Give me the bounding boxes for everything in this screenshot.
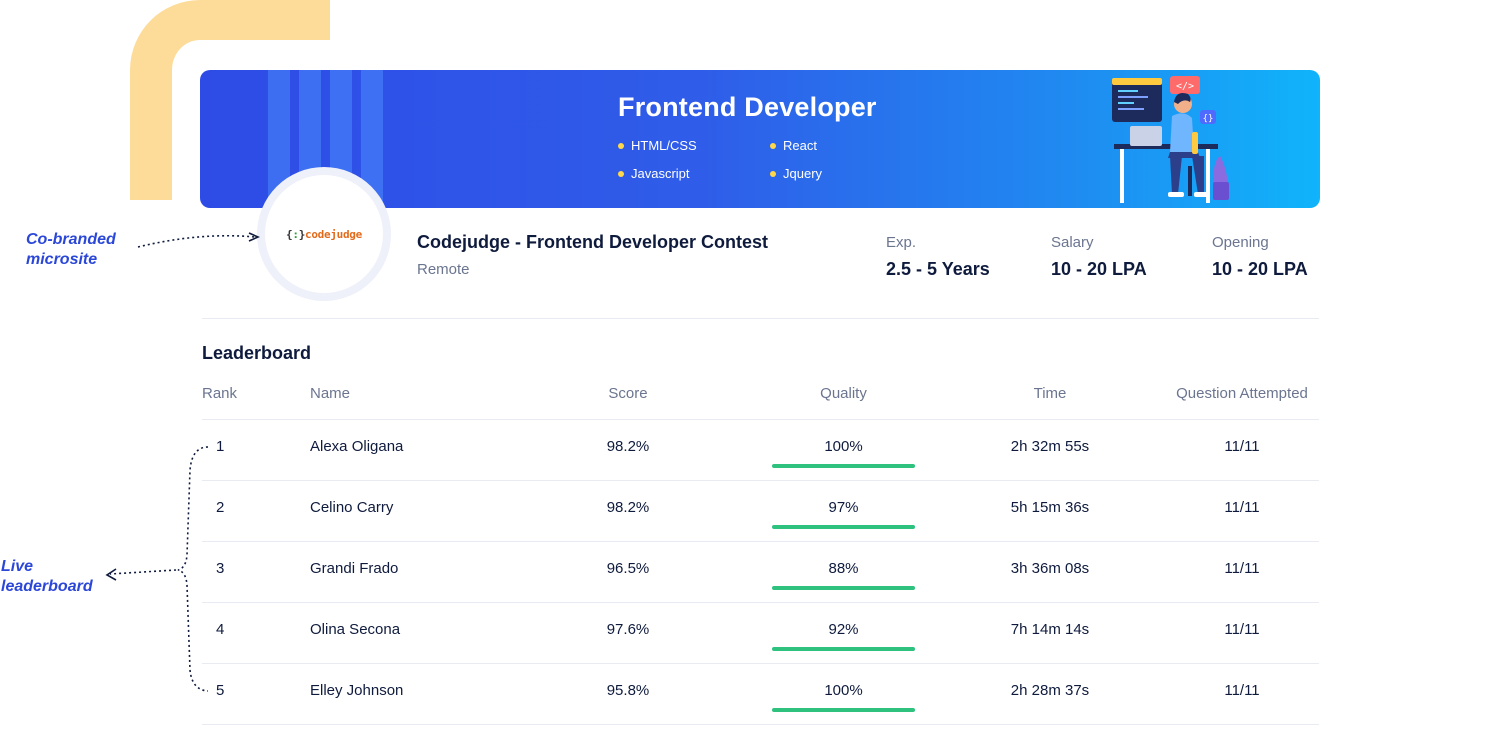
name-cell: Elley Johnson xyxy=(310,682,404,699)
cobranded-arrow xyxy=(137,234,256,248)
quality-cell: 92% xyxy=(828,621,859,638)
table-row[interactable]: 1 Alexa Oligana 98.2% 100% 2h 32m 55s 11… xyxy=(202,420,1319,481)
quality-bar xyxy=(772,586,915,590)
header-quality[interactable]: Quality xyxy=(820,385,867,402)
developer-illustration: </> {} xyxy=(1112,76,1229,203)
leaderboard-arrow xyxy=(109,569,177,575)
banner-title: Frontend Developer xyxy=(618,92,877,122)
cobranded-arrowhead xyxy=(248,232,260,242)
rank-cell: 5 xyxy=(216,682,225,699)
cobranded-annotation: Co-branded microsite xyxy=(26,231,116,268)
table-row[interactable]: 2 Celino Carry 98.2% 97% 5h 15m 36s 11/1… xyxy=(202,481,1319,542)
row-divider xyxy=(202,602,1319,603)
header-time[interactable]: Time xyxy=(1033,385,1067,402)
section-divider xyxy=(202,318,1319,319)
rank-cell: 3 xyxy=(216,560,225,577)
leaderboard-title: Leaderboard xyxy=(202,343,312,363)
header-rank[interactable]: Rank xyxy=(202,385,238,402)
logo-inner: {:}codejudge xyxy=(265,175,383,293)
codejudge-logo: {:}codejudge xyxy=(286,227,362,241)
time-cell: 2h 32m 55s xyxy=(1010,438,1090,455)
skill-item: Javascript xyxy=(618,166,690,181)
bullet-icon xyxy=(618,170,624,177)
attempted-cell: 11/11 xyxy=(1224,438,1260,455)
contest-location: Remote xyxy=(417,261,470,278)
name-cell: Alexa Oligana xyxy=(310,438,404,455)
name-cell: Celino Carry xyxy=(310,499,394,516)
attempted-cell: 11/11 xyxy=(1224,682,1260,699)
header-name[interactable]: Name xyxy=(310,385,351,402)
leaderboard-brace xyxy=(177,446,209,692)
header-divider xyxy=(202,419,1319,420)
opening-info: Opening 10 - 20 LPA xyxy=(1212,234,1308,280)
rank-cell: 2 xyxy=(216,499,225,516)
bullet-icon xyxy=(770,142,776,149)
quality-bar xyxy=(772,525,915,529)
skill-item: Jquery xyxy=(770,166,822,181)
score-cell: 98.2% xyxy=(606,499,650,516)
leaderboard-arrowhead xyxy=(105,568,117,581)
svg-text:{}: {} xyxy=(1203,114,1214,124)
row-divider xyxy=(202,541,1319,542)
rank-cell: 4 xyxy=(216,621,225,638)
quality-cell: 100% xyxy=(824,682,863,699)
skill-item: React xyxy=(770,138,817,153)
live-leaderboard-annotation: Live leaderboard xyxy=(1,558,93,595)
experience-info: Exp. 2.5 - 5 Years xyxy=(886,234,990,280)
score-cell: 98.2% xyxy=(606,438,650,455)
score-cell: 95.8% xyxy=(606,682,650,699)
time-cell: 5h 15m 36s xyxy=(1010,499,1090,516)
time-cell: 7h 14m 14s xyxy=(1010,621,1090,638)
quality-cell: 100% xyxy=(824,438,863,455)
name-cell: Olina Secona xyxy=(310,621,401,638)
header-score[interactable]: Score xyxy=(608,385,648,402)
bullet-icon xyxy=(618,142,624,149)
row-divider xyxy=(202,724,1319,725)
skill-item: HTML/CSS xyxy=(618,138,697,153)
name-cell: Grandi Frado xyxy=(310,560,399,577)
experience-value: 2.5 - 5 Years xyxy=(886,259,990,279)
salary-info: Salary 10 - 20 LPA xyxy=(1051,234,1147,280)
opening-value: 10 - 20 LPA xyxy=(1212,259,1308,279)
time-cell: 2h 28m 37s xyxy=(1010,682,1090,699)
salary-label: Salary xyxy=(1051,234,1094,251)
bullet-icon xyxy=(770,170,776,177)
score-cell: 97.6% xyxy=(606,621,650,638)
attempted-cell: 11/11 xyxy=(1224,499,1260,516)
salary-value: 10 - 20 LPA xyxy=(1051,259,1147,279)
quality-cell: 97% xyxy=(828,499,859,516)
skill-list: HTML/CSS React Javascript Jquery xyxy=(618,138,878,198)
opening-label: Opening xyxy=(1212,234,1269,251)
attempted-cell: 11/11 xyxy=(1224,621,1260,638)
attempted-cell: 11/11 xyxy=(1224,560,1260,577)
time-cell: 3h 36m 08s xyxy=(1010,560,1090,577)
row-divider xyxy=(202,480,1319,481)
row-divider xyxy=(202,663,1319,664)
quality-bar xyxy=(772,647,915,651)
quality-bar xyxy=(772,464,915,468)
rank-cell: 1 xyxy=(216,438,225,455)
table-row[interactable]: 3 Grandi Frado 96.5% 88% 3h 36m 08s 11/1… xyxy=(202,542,1319,603)
experience-label: Exp. xyxy=(886,234,917,251)
svg-text:</>: </> xyxy=(1176,81,1194,92)
table-row[interactable]: 4 Olina Secona 97.6% 92% 7h 14m 14s 11/1… xyxy=(202,603,1319,664)
header-question-attempted[interactable]: Question Attempted xyxy=(1176,385,1308,402)
contest-title: Codejudge - Frontend Developer Contest xyxy=(417,232,769,252)
table-row[interactable]: 5 Elley Johnson 95.8% 100% 2h 28m 37s 11… xyxy=(202,664,1319,725)
quality-cell: 88% xyxy=(828,560,859,577)
company-logo: {:}codejudge xyxy=(257,167,391,301)
score-cell: 96.5% xyxy=(606,560,650,577)
quality-bar xyxy=(772,708,915,712)
